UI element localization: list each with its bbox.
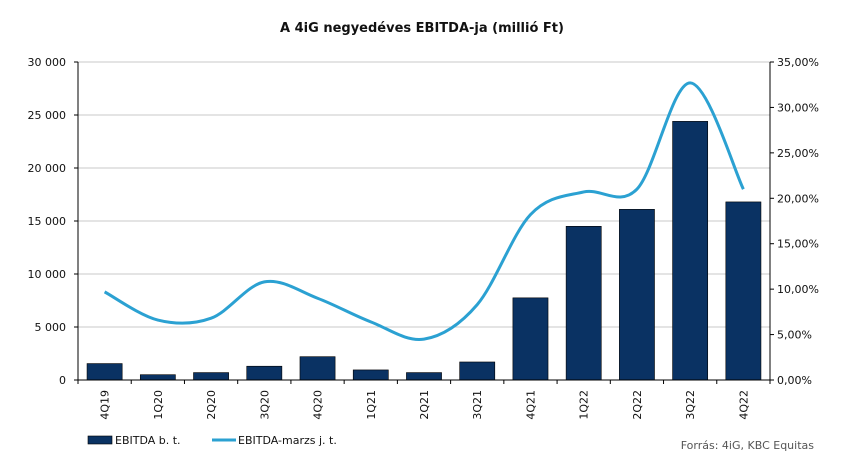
bar-series [86,121,762,381]
y-tick-label-right: 30,00% [777,101,819,114]
bar [299,356,336,381]
y-tick-label-right: 15,00% [777,238,819,251]
x-tick-label: 1Q20 [152,390,165,420]
bar [512,297,549,381]
x-tick-label: 3Q20 [258,390,271,420]
bar [619,209,655,381]
y-tick-label-right: 0,00% [777,374,812,387]
y-axis-left: 0 5 000 10 000 15 000 20 000 25 000 30 000 [28,56,78,387]
chart-title: A 4iG negyedéves EBITDA-ja (millió Ft) [280,21,564,36]
bar [725,201,762,381]
y-tick-label-left: 5 000 [35,321,67,334]
x-tick-label: 1Q21 [365,390,378,420]
legend-label-margin: EBITDA-marzs j. t. [238,434,337,447]
line-series [103,81,745,341]
y-tick-label-right: 35,00% [777,56,819,69]
y-tick-label-left: 30 000 [28,56,67,69]
bar [565,226,602,381]
x-tick-label: 2Q21 [418,390,431,420]
y-tick-label-left: 20 000 [28,162,67,175]
x-tick-label: 4Q21 [524,390,537,420]
gridlines [78,61,770,328]
bar [246,365,283,381]
y-tick-label-left: 10 000 [28,268,67,281]
x-axis: 4Q19 1Q20 2Q20 3Q20 4Q20 1Q21 2Q21 3Q21 4Q21 1Q22… [77,380,771,420]
y-tick-label-left: 0 [59,374,66,387]
y-tick-label-left: 15 000 [28,215,67,228]
x-tick-label: 2Q20 [205,390,218,420]
x-tick-label: 4Q22 [737,390,750,420]
y-tick-label-right: 20,00% [777,192,819,205]
margin-line [103,81,745,341]
source-note: Forrás: 4iG, KBC Equitas [681,439,815,452]
y-tick-label-right: 5,00% [777,329,812,342]
bar [672,121,709,381]
y-axis-right: 0,00% 5,00% 10,00% 15,00% 20,00% 25,00% 30,00%… [770,56,819,387]
legend-label-ebitda: EBITDA b. t. [115,434,181,447]
x-tick-label: 4Q19 [99,390,112,420]
x-tick-label: 4Q20 [312,390,325,420]
bar [193,372,229,381]
bar [406,372,442,381]
x-tick-label: 2Q22 [631,390,644,420]
y-tick-label-right: 10,00% [777,283,819,296]
y-tick-label-left: 25 000 [28,109,67,122]
x-tick-label: 1Q22 [578,390,591,420]
bar [352,369,389,381]
legend: EBITDA b. t. EBITDA-marzs j. t. [87,434,337,447]
x-tick-label: 3Q22 [684,390,697,420]
legend-swatch-ebitda [87,435,113,445]
bar [459,361,496,381]
bar [86,363,123,381]
x-tick-label: 3Q21 [471,390,484,420]
bar [139,374,176,381]
y-tick-label-right: 25,00% [777,147,819,160]
